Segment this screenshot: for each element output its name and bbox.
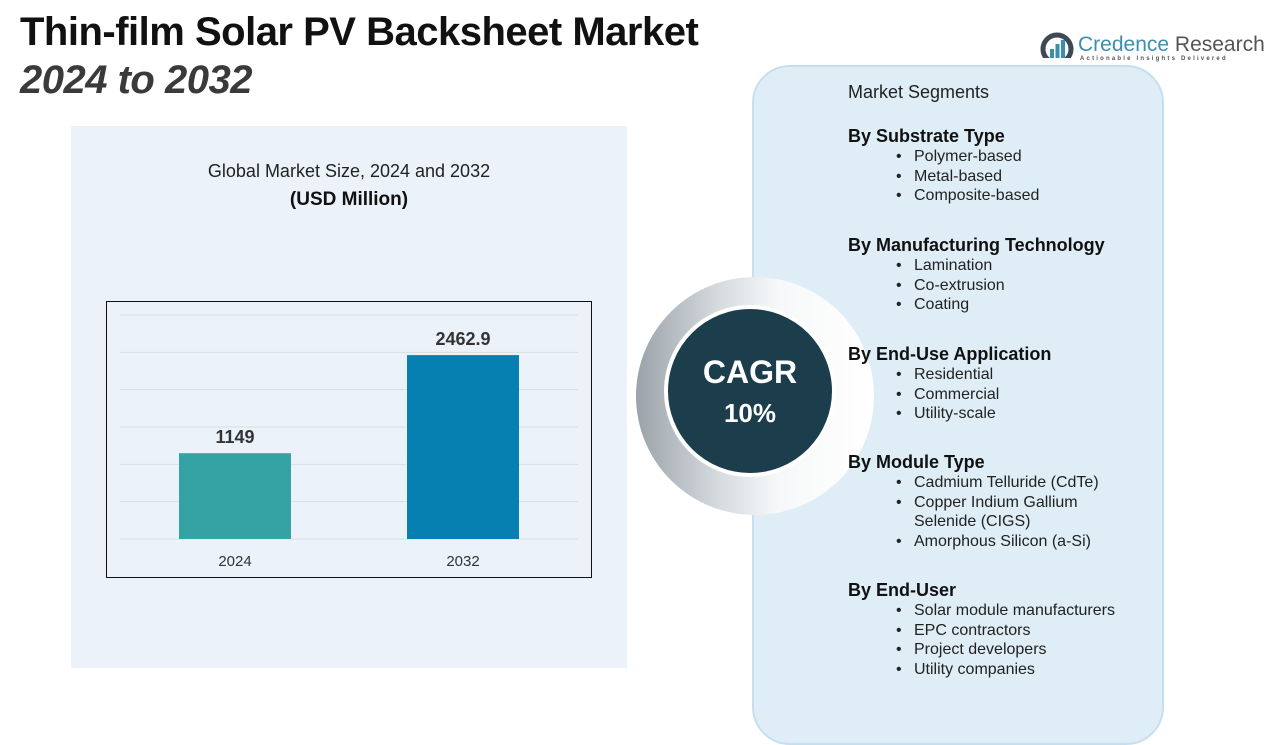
segment-item: Co-extrusion [848, 276, 1105, 296]
credence-research-logo: Credence Research Actionable Insights De… [1040, 32, 1270, 68]
segment-item: Residential [848, 365, 1051, 385]
segment-group-module-type: By Module Type Cadmium Telluride (CdTe) … [848, 451, 1148, 551]
bar-2024 [179, 453, 291, 539]
segment-item: Polymer-based [848, 147, 1039, 167]
segment-item: Amorphous Silicon (a-Si) [848, 532, 1148, 552]
logo-name-credence: Credence [1078, 33, 1170, 56]
segment-group-substrate-type: By Substrate Type Polymer-based Metal-ba… [848, 125, 1039, 206]
segment-item: EPC contractors [848, 621, 1115, 641]
logo-name: Credence Research [1078, 33, 1265, 57]
data-label-2024: 1149 [215, 427, 254, 447]
segment-item: Project developers [848, 640, 1115, 660]
segment-item: Metal-based [848, 167, 1039, 187]
page-title: Thin-film Solar PV Backsheet Market [20, 10, 699, 54]
cagr-badge [664, 305, 836, 477]
segment-item: Commercial [848, 385, 1051, 405]
segment-group-end-user: By End-User Solar module manufacturers E… [848, 579, 1115, 679]
segment-item: Copper Indium Gallium Selenide (CIGS) [848, 493, 1124, 532]
chart-unit: (USD Million) [289, 189, 409, 210]
segment-item: Utility companies [848, 660, 1115, 680]
segment-title: By Manufacturing Technology [848, 235, 1105, 255]
segment-item: Composite-based [848, 186, 1039, 206]
page-subtitle-years: 2024 to 2032 [20, 58, 252, 102]
cagr-value: 10% [723, 398, 777, 428]
segments-heading: Market Segments [848, 82, 990, 102]
data-label-2032: 2462.9 [435, 329, 490, 349]
bar-chart-circle-icon [1040, 32, 1074, 66]
segment-item: Cadmium Telluride (CdTe) [848, 473, 1148, 493]
cagr-label: CAGR [702, 354, 798, 390]
market-size-bar-chart: 1149 2024 2462.9 2032 [120, 314, 578, 570]
chart-title: Global Market Size, 2024 and 2032 [207, 161, 491, 181]
segment-item: Solar module manufacturers [848, 601, 1115, 621]
bar-2032 [407, 355, 519, 539]
x-tick-label-2024: 2024 [218, 553, 251, 570]
segment-group-end-use-application: By End-Use Application Residential Comme… [848, 343, 1051, 424]
chart-frame [106, 301, 592, 578]
segment-title: By Substrate Type [848, 126, 1005, 146]
segment-group-manufacturing-technology: By Manufacturing Technology Lamination C… [848, 234, 1105, 315]
segment-item: Coating [848, 295, 1105, 315]
segment-item: Utility-scale [848, 404, 1051, 424]
segment-item: Lamination [848, 256, 1105, 276]
logo-tagline: Actionable Insights Delivered [1080, 56, 1228, 62]
x-tick-label-2032: 2032 [446, 553, 479, 570]
segment-title: By Module Type [848, 452, 985, 472]
logo-name-research: Research [1169, 33, 1265, 56]
segment-title: By End-Use Application [848, 344, 1052, 364]
segment-title: By End-User [848, 580, 957, 600]
